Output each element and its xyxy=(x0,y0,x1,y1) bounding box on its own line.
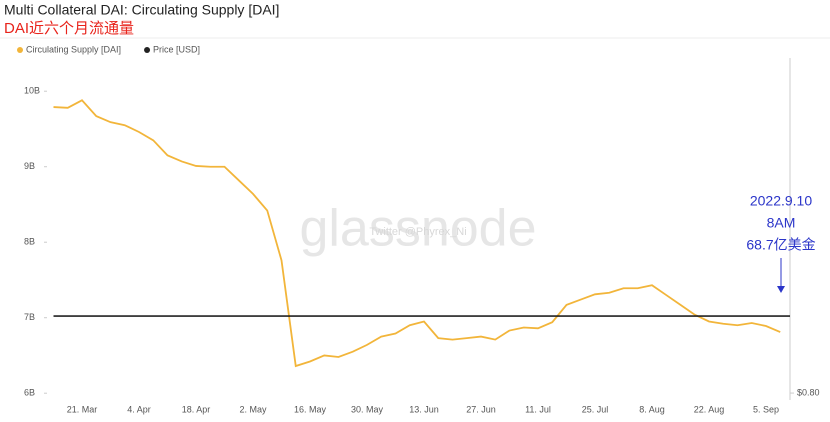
y-tick-label: 7B xyxy=(24,312,35,322)
x-tick-label: 25. Jul xyxy=(582,404,609,414)
series-line xyxy=(53,99,781,368)
x-tick-label: 22. Aug xyxy=(694,404,725,414)
legend-label: Price [USD] xyxy=(153,44,200,54)
y-tick-label: 6B xyxy=(24,388,35,398)
x-tick-label: 8. Aug xyxy=(639,404,665,414)
annotation: 8AM xyxy=(767,215,796,231)
y-tick-label: 9B xyxy=(24,161,35,171)
annotation: 2022.9.10 xyxy=(750,193,812,209)
legend-marker xyxy=(144,47,151,53)
y2-tick-label: $0.80 xyxy=(797,387,820,397)
legend-marker xyxy=(17,47,23,53)
x-tick-label: 16. May xyxy=(294,404,327,414)
annotation: 68.7亿美金 xyxy=(746,237,815,253)
chart-subtitle: DAI近六个月流通量 xyxy=(4,20,134,37)
x-tick-label: 4. Apr xyxy=(127,404,151,414)
x-tick-label: 11. Jul xyxy=(525,404,551,414)
x-tick-label: 27. Jun xyxy=(466,404,496,414)
watermark: glassnode xyxy=(299,200,536,258)
y-tick-label: 8B xyxy=(24,237,35,247)
x-tick-label: 30. May xyxy=(351,404,384,414)
legend-label: Circulating Supply [DAI] xyxy=(26,44,121,54)
x-tick-label: 18. Apr xyxy=(182,404,211,414)
annotation-arrowhead xyxy=(777,286,785,293)
watermark-credit: Twitter @Phyrex_Ni xyxy=(369,226,466,238)
x-tick-label: 2. May xyxy=(239,404,267,414)
x-tick-label: 5. Sep xyxy=(753,404,779,414)
chart-title: Multi Collateral DAI: Circulating Supply… xyxy=(4,2,279,18)
x-tick-label: 21. Mar xyxy=(67,404,98,414)
x-tick-label: 13. Jun xyxy=(409,404,439,414)
y-tick-label: 10B xyxy=(24,86,40,96)
